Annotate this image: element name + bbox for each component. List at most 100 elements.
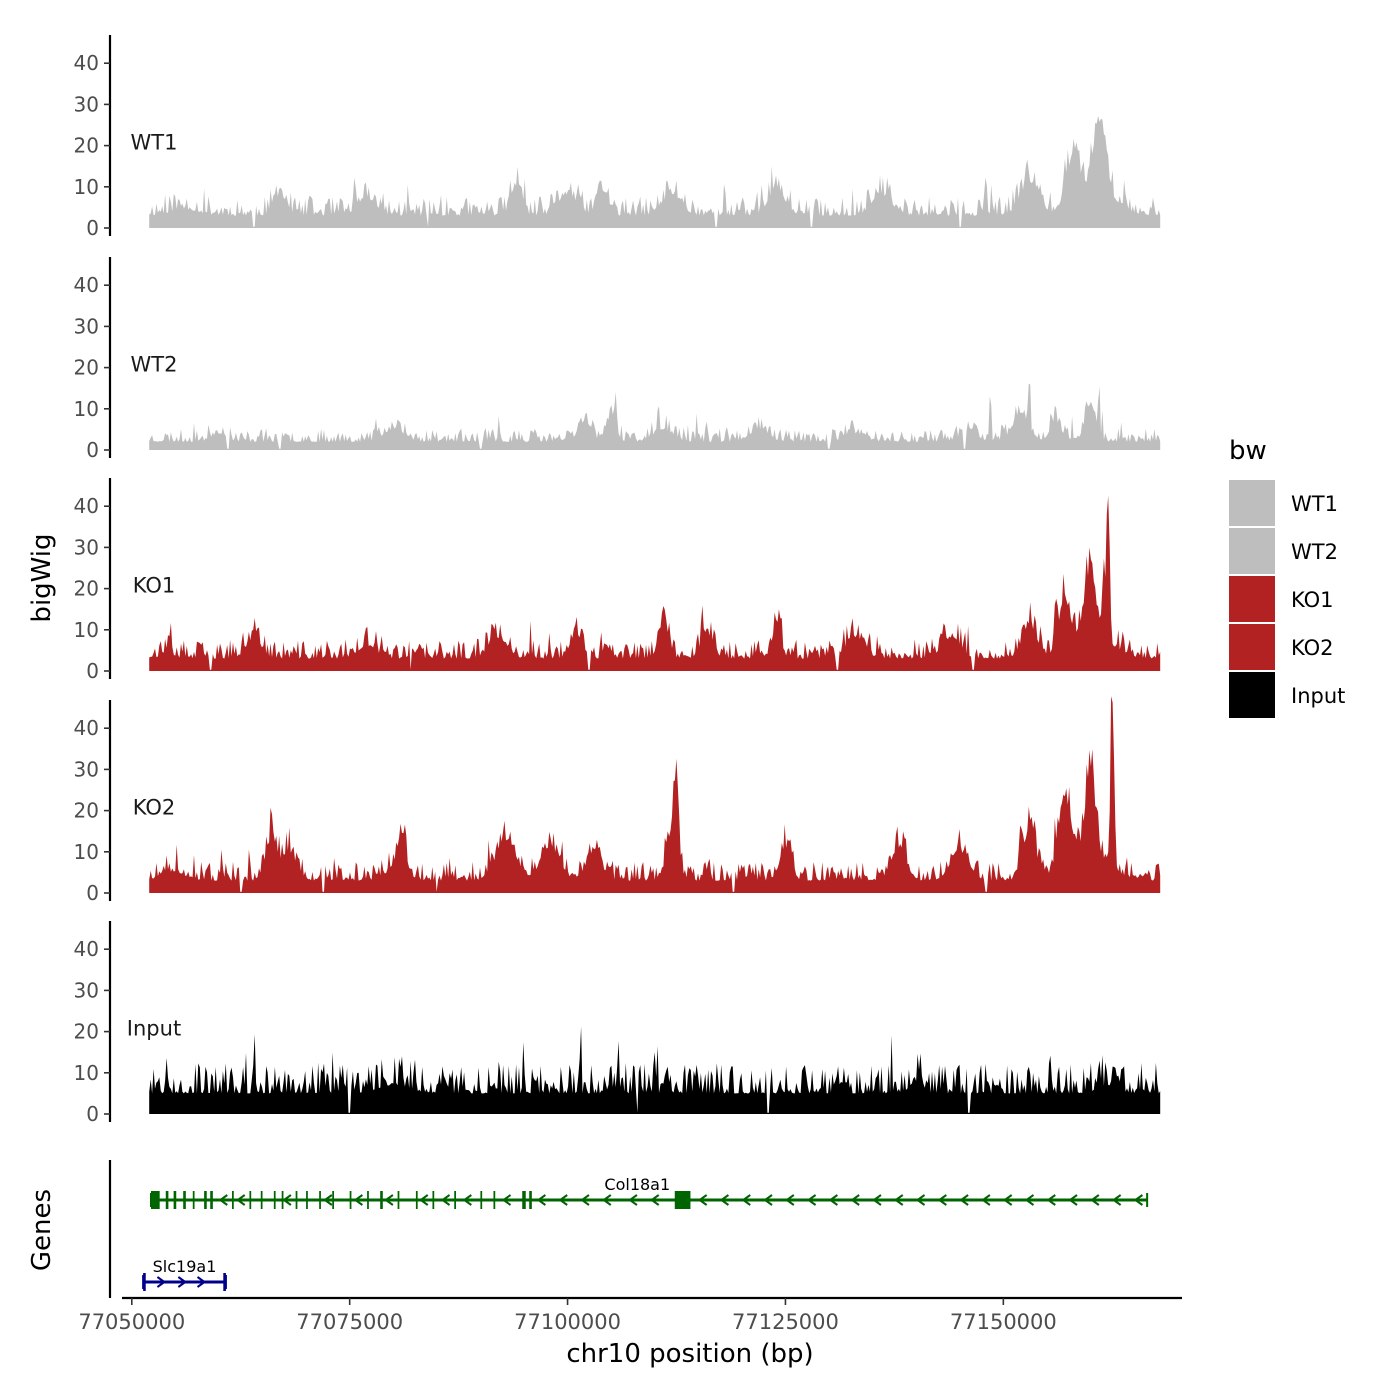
y-tick-label: 0: [86, 1102, 99, 1126]
y-tick-label: 30: [74, 978, 99, 1002]
legend-item-input: Input: [1229, 672, 1345, 718]
strand-arrow: [763, 1194, 773, 1206]
strand-arrow: [785, 1194, 795, 1206]
y-tick-label: 10: [74, 840, 99, 864]
x-tick-label: 77075000: [296, 1310, 403, 1334]
strand-arrow: [384, 1194, 394, 1206]
exon: [150, 1191, 160, 1209]
strand-arrow: [649, 1194, 660, 1206]
strand-arrow: [981, 1194, 991, 1206]
exon: [223, 1273, 226, 1291]
exon: [674, 1191, 691, 1209]
y-tick-label: 10: [74, 397, 99, 421]
track-wt1: 0 10 20 30 40 WT1: [74, 35, 1161, 240]
strand-arrow: [236, 1194, 246, 1206]
track-wt2: 0 10 20 30 40 WT2: [74, 257, 1161, 462]
exon: [522, 1191, 526, 1209]
legend-title: bw: [1229, 436, 1267, 466]
y-tick-label: 30: [74, 757, 99, 781]
exon: [183, 1191, 186, 1209]
y-tick-label: 0: [86, 659, 99, 683]
exon: [260, 1191, 263, 1209]
strand-arrow: [602, 1194, 612, 1206]
track-label: KO2: [133, 795, 176, 819]
strand-arrow: [1046, 1194, 1056, 1206]
strand-arrow: [536, 1194, 546, 1206]
track-label: WT1: [131, 130, 178, 154]
legend-label: WT1: [1291, 492, 1338, 516]
strand-arrow: [558, 1194, 568, 1206]
strand-arrow: [1002, 1194, 1013, 1206]
strand-arrow: [323, 1194, 333, 1206]
legend-swatch: [1229, 480, 1275, 526]
legend-swatch: [1229, 672, 1275, 718]
y-tick-label: 30: [74, 92, 99, 116]
exon: [397, 1191, 400, 1209]
strand-arrow: [719, 1194, 730, 1206]
legend: bw WT1 WT2 KO1 KO2 Input: [1229, 436, 1345, 718]
strand-arrow: [850, 1194, 860, 1206]
track-ko2: 0 10 20 30 40 KO2: [74, 696, 1161, 905]
gene-label: Slc19a1: [153, 1257, 217, 1276]
strand-arrow: [915, 1194, 926, 1206]
y-tick-label: 40: [74, 51, 99, 75]
legend-swatch: [1229, 576, 1275, 622]
strand-arrow: [156, 1276, 167, 1288]
track-label: WT2: [131, 352, 178, 376]
y-tick-label: 0: [86, 216, 99, 240]
y-tick-label: 40: [74, 716, 99, 740]
strand-arrow: [1090, 1194, 1100, 1206]
genes-panel: Slc19a1 Col18a1: [108, 1160, 1149, 1298]
legend-item-ko1: KO1: [1229, 576, 1334, 622]
exon: [332, 1191, 334, 1209]
exon: [306, 1191, 308, 1209]
tracks-layer: 0 10 20 30 40 WT1 0 10 20 30 40 WT2 0 10 20 30 40 KO1 0 10 2…: [74, 35, 1161, 1126]
legend-swatch: [1229, 528, 1275, 574]
legend-label: WT2: [1291, 540, 1338, 564]
y-tick-label: 10: [74, 1061, 99, 1085]
strand-arrow: [1024, 1194, 1035, 1206]
y-tick-label: 20: [74, 356, 99, 380]
y-tick-label: 0: [86, 881, 99, 905]
exon: [480, 1191, 483, 1209]
x-tick-label: 77100000: [514, 1310, 621, 1334]
gene-label: Col18a1: [604, 1175, 670, 1194]
exon: [210, 1191, 213, 1209]
y-tick-label: 30: [74, 535, 99, 559]
track-ko1: 0 10 20 30 40 KO1: [74, 478, 1161, 683]
legend-item-wt2: WT2: [1229, 528, 1338, 574]
legend-label: Input: [1291, 684, 1345, 708]
x-axis-title: chr10 position (bp): [566, 1339, 813, 1369]
strand-arrow: [1133, 1194, 1144, 1206]
strand-arrow: [440, 1194, 451, 1206]
strand-arrow: [580, 1194, 590, 1206]
exon: [415, 1191, 418, 1209]
strand-arrow: [1068, 1194, 1078, 1206]
legend-label: KO2: [1291, 636, 1334, 660]
legend-items: WT1 WT2 KO1 KO2 Input: [1229, 480, 1345, 718]
strand-arrow: [1111, 1194, 1122, 1206]
y-tick-label: 10: [74, 618, 99, 642]
exon: [529, 1191, 532, 1209]
legend-swatch: [1229, 624, 1275, 670]
y-tick-label: 20: [74, 1020, 99, 1044]
legend-item-ko2: KO2: [1229, 624, 1334, 670]
y-tick-label: 40: [74, 494, 99, 518]
signal-area-wt2: [149, 383, 1161, 450]
strand-arrow: [937, 1194, 947, 1206]
strand-arrow: [353, 1194, 363, 1206]
exon: [192, 1191, 195, 1209]
track-label: KO1: [133, 573, 176, 597]
x-tick-label: 77125000: [732, 1310, 839, 1334]
gene-slc19a1: Slc19a1: [142, 1257, 227, 1291]
track-input: 0 10 20 30 40 Input: [74, 921, 1161, 1126]
genes-axis-title: Genes: [27, 1189, 57, 1271]
strand-arrow: [462, 1194, 472, 1206]
exon: [493, 1191, 496, 1209]
signal-area-ko2: [149, 696, 1161, 893]
y-tick-label: 40: [74, 937, 99, 961]
exon: [432, 1191, 435, 1209]
strand-arrow: [218, 1194, 228, 1206]
x-tick-label: 77150000: [950, 1310, 1057, 1334]
